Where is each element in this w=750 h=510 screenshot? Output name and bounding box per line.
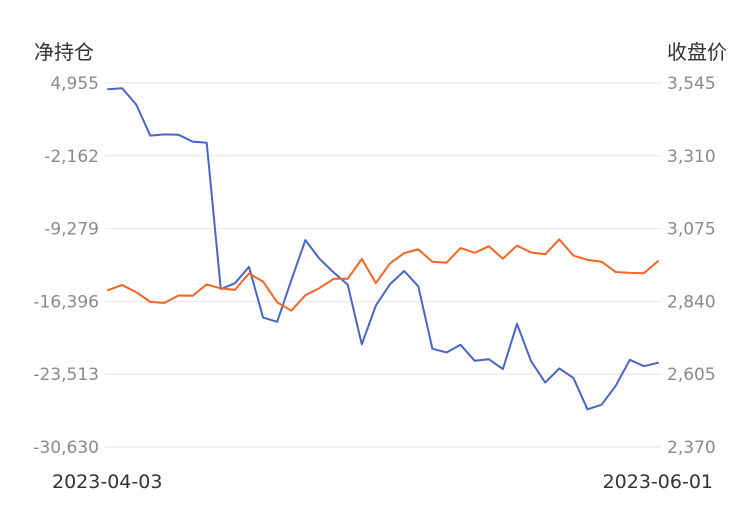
net-position-line <box>107 87 659 411</box>
right-axis-title: 收盘价 <box>667 40 727 64</box>
right-tick-label: 3,310 <box>667 147 716 167</box>
close-price-line <box>107 238 659 312</box>
left-tick-label: -30,630 <box>33 438 99 458</box>
left-tick-label: -2,162 <box>44 147 99 167</box>
right-tick-label: 2,370 <box>667 438 716 458</box>
left-tick-label: -23,513 <box>33 365 99 385</box>
right-tick-label: 2,840 <box>667 292 716 312</box>
right-tick-label: 3,075 <box>667 220 716 240</box>
right-tick-label: 2,605 <box>667 365 716 385</box>
x-tick-label: 2023-06-01 <box>603 471 713 493</box>
x-tick-label: 2023-04-03 <box>52 471 162 493</box>
left-tick-label: -16,396 <box>33 292 99 312</box>
right-tick-label: 3,545 <box>667 74 716 94</box>
left-tick-label: -9,279 <box>44 220 99 240</box>
left-axis-title: 净持仓 <box>34 40 94 64</box>
left-tick-label: 4,955 <box>50 74 99 94</box>
